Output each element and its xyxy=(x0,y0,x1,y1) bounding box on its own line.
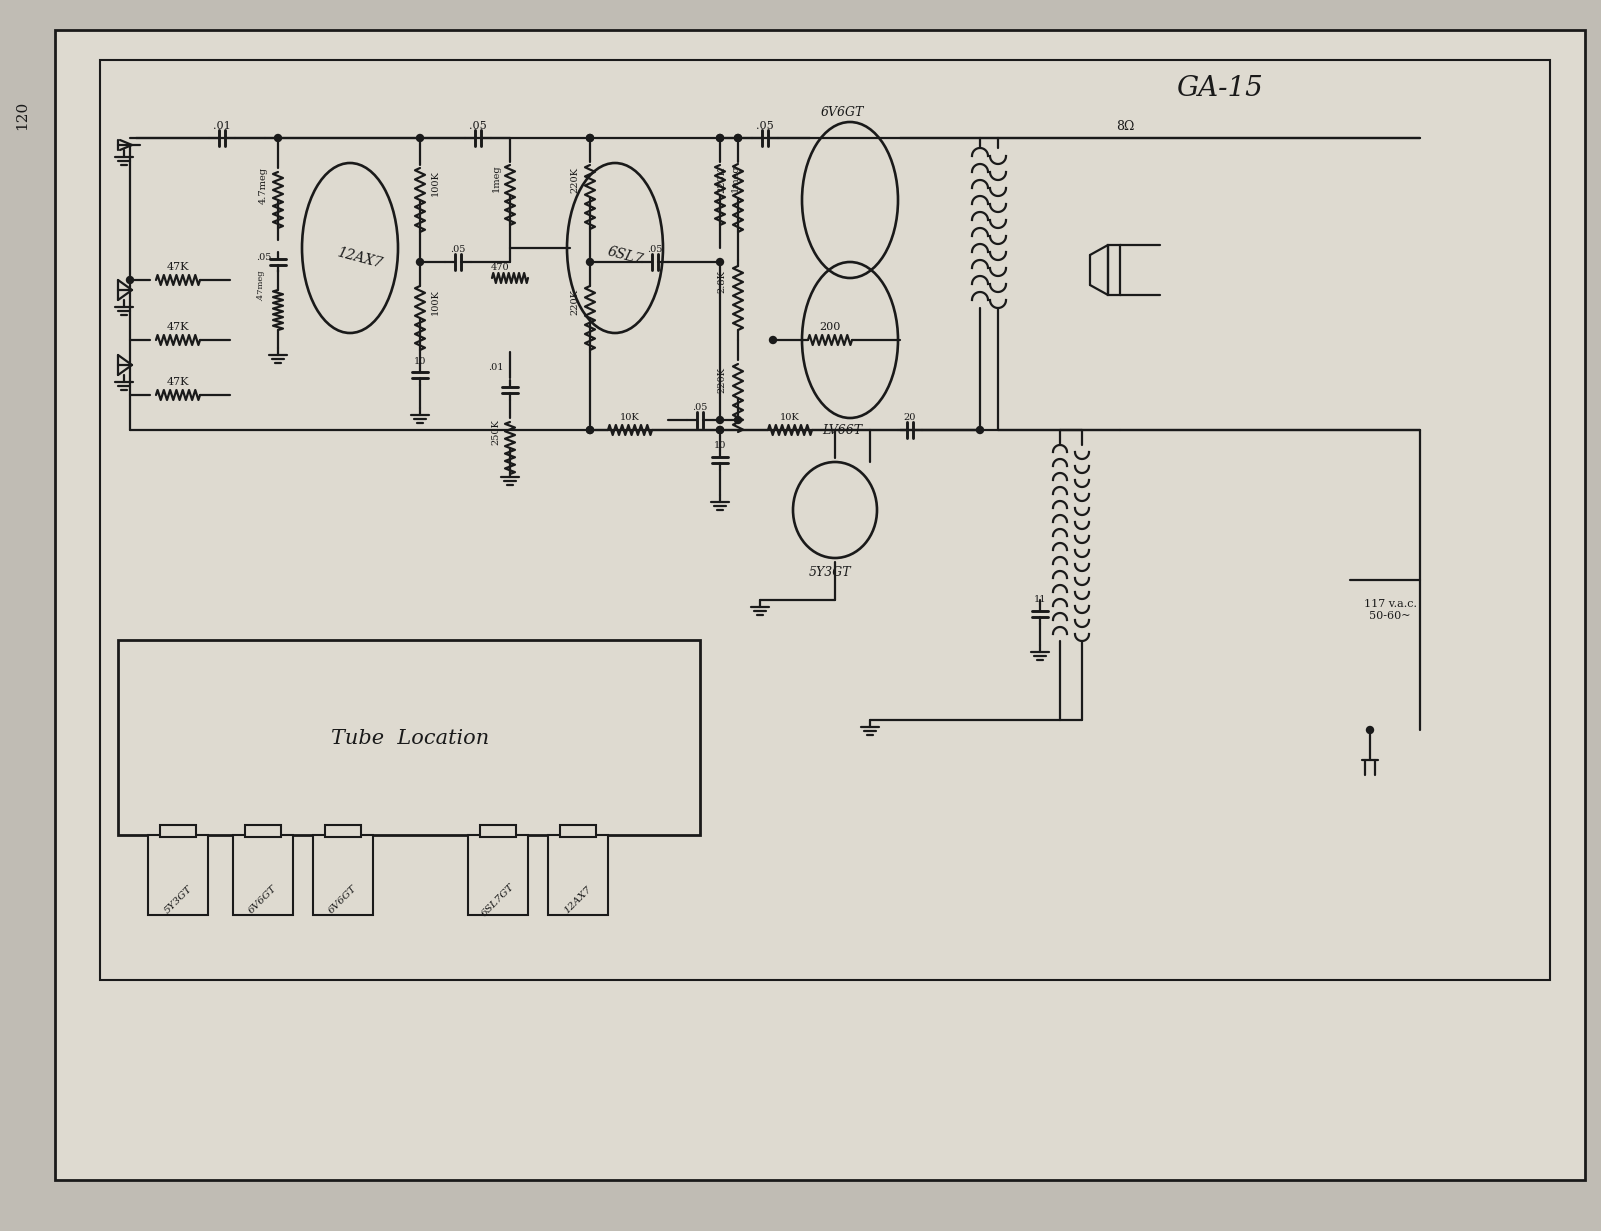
Text: 12AX7: 12AX7 xyxy=(562,885,594,916)
Bar xyxy=(548,835,608,915)
Circle shape xyxy=(717,416,724,423)
Circle shape xyxy=(717,259,724,266)
Circle shape xyxy=(586,426,594,433)
Circle shape xyxy=(1367,726,1374,734)
Circle shape xyxy=(416,134,424,142)
Text: 120: 120 xyxy=(14,101,29,129)
Text: LV66T: LV66T xyxy=(821,423,861,437)
Circle shape xyxy=(586,134,594,142)
Text: 1meg: 1meg xyxy=(730,164,740,192)
Circle shape xyxy=(717,426,724,433)
Text: 11: 11 xyxy=(1034,596,1045,604)
Circle shape xyxy=(717,134,724,142)
Circle shape xyxy=(586,426,594,433)
Text: 470: 470 xyxy=(490,262,509,272)
Text: .01: .01 xyxy=(488,363,504,373)
Text: 2.8K: 2.8K xyxy=(717,271,727,293)
Text: 1meg: 1meg xyxy=(492,164,501,192)
Text: 100K: 100K xyxy=(431,170,440,196)
Text: .05: .05 xyxy=(647,245,663,254)
Text: 5Y3GT: 5Y3GT xyxy=(162,884,194,916)
Text: 47K: 47K xyxy=(167,377,189,387)
Circle shape xyxy=(717,426,724,433)
Text: 20: 20 xyxy=(905,414,916,422)
Bar xyxy=(147,835,208,915)
Bar xyxy=(325,825,360,837)
Circle shape xyxy=(274,134,282,142)
Bar xyxy=(314,835,373,915)
Bar xyxy=(480,825,516,837)
Circle shape xyxy=(770,336,776,343)
Bar xyxy=(560,825,596,837)
Text: 4.7meg: 4.7meg xyxy=(258,166,267,203)
Circle shape xyxy=(735,134,741,142)
Bar xyxy=(1108,245,1121,295)
Bar xyxy=(99,60,1550,980)
Text: 6V6GT: 6V6GT xyxy=(820,106,863,118)
Text: 6SL7: 6SL7 xyxy=(605,245,645,267)
Text: GA-15: GA-15 xyxy=(1177,75,1263,101)
Text: 10K: 10K xyxy=(780,414,800,422)
Text: .01: .01 xyxy=(213,121,231,130)
Text: 47K: 47K xyxy=(167,323,189,332)
Circle shape xyxy=(717,134,724,142)
Text: .05: .05 xyxy=(756,121,773,130)
Text: .05: .05 xyxy=(469,121,487,130)
Bar xyxy=(234,835,293,915)
Text: 47K: 47K xyxy=(167,262,189,272)
Circle shape xyxy=(735,134,741,142)
Text: .05: .05 xyxy=(692,404,708,412)
Text: 220K: 220K xyxy=(717,167,727,193)
Bar xyxy=(245,825,282,837)
Text: 10: 10 xyxy=(714,442,727,451)
Text: 200: 200 xyxy=(820,323,841,332)
Circle shape xyxy=(126,277,133,283)
Bar xyxy=(118,640,700,835)
Circle shape xyxy=(735,416,741,423)
Text: 220K: 220K xyxy=(717,367,727,393)
Text: .47meg: .47meg xyxy=(256,270,264,300)
Bar xyxy=(160,825,195,837)
Text: 5Y3GT: 5Y3GT xyxy=(809,565,852,579)
Text: 12AX7: 12AX7 xyxy=(336,245,384,271)
Circle shape xyxy=(586,134,594,142)
Text: 8Ω: 8Ω xyxy=(1116,119,1134,133)
Circle shape xyxy=(586,259,594,266)
Text: 10K: 10K xyxy=(620,414,640,422)
Circle shape xyxy=(977,426,983,433)
Text: 250K: 250K xyxy=(492,419,501,444)
Text: .05: .05 xyxy=(256,254,272,262)
Bar xyxy=(467,835,528,915)
Text: 6V6GT: 6V6GT xyxy=(327,884,359,916)
Text: Tube  Location: Tube Location xyxy=(331,729,490,747)
Circle shape xyxy=(416,259,424,266)
Text: 6V6GT: 6V6GT xyxy=(247,884,279,916)
Text: 117 v.a.c.
50-60~: 117 v.a.c. 50-60~ xyxy=(1364,599,1417,620)
Text: 220K: 220K xyxy=(570,167,580,193)
Text: 220K: 220K xyxy=(570,289,580,315)
Text: 100K: 100K xyxy=(431,289,440,315)
Text: 10: 10 xyxy=(413,357,426,367)
Text: .05: .05 xyxy=(450,245,466,254)
Text: 6SL7GT: 6SL7GT xyxy=(480,881,516,918)
